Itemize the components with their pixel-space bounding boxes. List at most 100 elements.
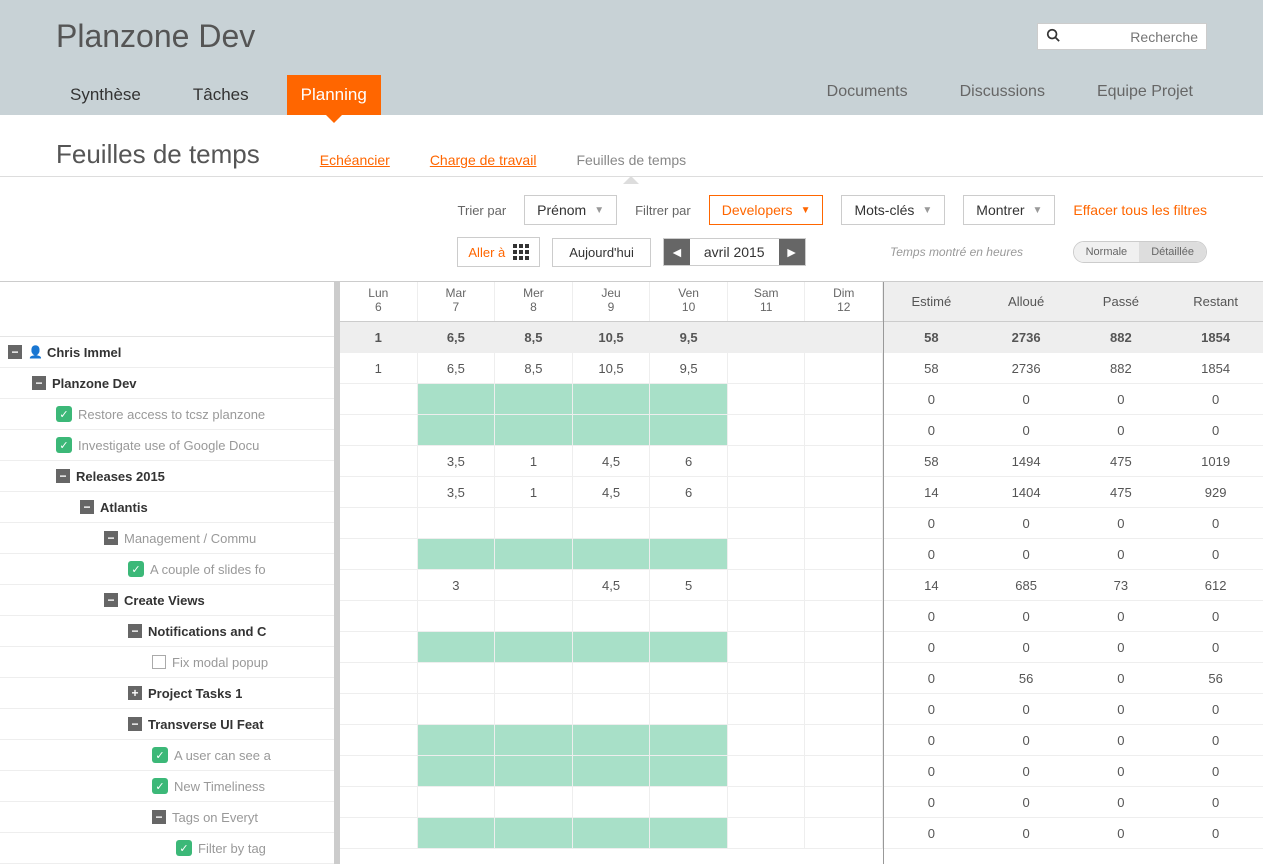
time-cell[interactable] xyxy=(340,756,418,786)
time-cell[interactable]: 4,5 xyxy=(573,446,651,476)
nav-documents[interactable]: Documents xyxy=(813,73,922,115)
time-cell[interactable] xyxy=(805,756,883,786)
tree-row[interactable]: −Management / Commu xyxy=(0,523,334,554)
time-cell[interactable] xyxy=(650,632,728,662)
time-cell[interactable]: 10,5 xyxy=(573,322,651,352)
nav-discussions[interactable]: Discussions xyxy=(946,73,1059,115)
time-cell[interactable] xyxy=(495,415,573,445)
time-cell[interactable] xyxy=(805,353,883,383)
time-cell[interactable] xyxy=(805,632,883,662)
time-cell[interactable] xyxy=(573,415,651,445)
time-cell[interactable] xyxy=(728,787,806,817)
search-input[interactable] xyxy=(1066,29,1198,45)
time-cell[interactable] xyxy=(495,508,573,538)
time-cell[interactable] xyxy=(418,384,496,414)
time-cell[interactable] xyxy=(728,508,806,538)
time-cell[interactable] xyxy=(650,756,728,786)
nav-planning[interactable]: Planning xyxy=(287,75,381,115)
tree-row[interactable]: −Transverse UI Feat xyxy=(0,709,334,740)
collapse-icon[interactable]: − xyxy=(104,593,118,607)
time-cell[interactable] xyxy=(728,818,806,848)
time-cell[interactable] xyxy=(728,756,806,786)
time-cell[interactable] xyxy=(340,818,418,848)
tree-row[interactable]: ✓Investigate use of Google Docu xyxy=(0,430,334,461)
time-cell[interactable] xyxy=(573,787,651,817)
time-cell[interactable] xyxy=(805,539,883,569)
sort-dropdown[interactable]: Prénom▼ xyxy=(524,195,617,225)
next-month-button[interactable]: ► xyxy=(779,239,805,265)
time-cell[interactable] xyxy=(495,632,573,662)
time-cell[interactable] xyxy=(728,415,806,445)
time-cell[interactable]: 8,5 xyxy=(495,322,573,352)
time-cell[interactable] xyxy=(805,477,883,507)
tree-row[interactable]: Fix modal popup xyxy=(0,647,334,678)
collapse-icon[interactable]: − xyxy=(152,810,166,824)
time-cell[interactable] xyxy=(573,632,651,662)
time-cell[interactable] xyxy=(418,601,496,631)
time-cell[interactable] xyxy=(728,694,806,724)
time-cell[interactable] xyxy=(805,787,883,817)
today-button[interactable]: Aujourd'hui xyxy=(552,238,651,267)
collapse-icon[interactable]: − xyxy=(8,345,22,359)
time-cell[interactable] xyxy=(805,322,883,352)
clear-filters-link[interactable]: Effacer tous les filtres xyxy=(1073,202,1207,218)
time-cell[interactable]: 8,5 xyxy=(495,353,573,383)
time-cell[interactable] xyxy=(418,632,496,662)
time-cell[interactable] xyxy=(573,818,651,848)
tree-row[interactable]: −Atlantis xyxy=(0,492,334,523)
time-cell[interactable] xyxy=(728,601,806,631)
time-cell[interactable]: 3,5 xyxy=(418,446,496,476)
time-cell[interactable] xyxy=(728,384,806,414)
view-detailed-button[interactable]: Détaillée xyxy=(1139,242,1206,262)
expand-icon[interactable]: + xyxy=(128,686,142,700)
time-cell[interactable] xyxy=(650,663,728,693)
time-cell[interactable] xyxy=(573,384,651,414)
time-cell[interactable] xyxy=(495,601,573,631)
time-cell[interactable]: 6,5 xyxy=(418,322,496,352)
keywords-dropdown[interactable]: Mots-clés▼ xyxy=(841,195,945,225)
time-cell[interactable]: 4,5 xyxy=(573,477,651,507)
time-cell[interactable] xyxy=(340,601,418,631)
time-cell[interactable] xyxy=(728,570,806,600)
filter-dropdown[interactable]: Developers▼ xyxy=(709,195,824,225)
subtab-echéancier[interactable]: Echéancier xyxy=(320,152,390,170)
collapse-icon[interactable]: − xyxy=(56,469,70,483)
tree-row[interactable]: ✓Restore access to tcsz planzone xyxy=(0,399,334,430)
time-cell[interactable] xyxy=(650,725,728,755)
time-cell[interactable] xyxy=(418,415,496,445)
time-cell[interactable] xyxy=(573,725,651,755)
prev-month-button[interactable]: ◄ xyxy=(664,239,690,265)
time-cell[interactable] xyxy=(805,601,883,631)
time-cell[interactable]: 1 xyxy=(340,322,418,352)
nav-synthèse[interactable]: Synthèse xyxy=(56,75,155,115)
time-cell[interactable] xyxy=(728,353,806,383)
time-cell[interactable]: 3 xyxy=(418,570,496,600)
time-cell[interactable] xyxy=(495,694,573,724)
time-cell[interactable] xyxy=(650,601,728,631)
tree-row[interactable]: −Tags on Everyt xyxy=(0,802,334,833)
collapse-icon[interactable]: − xyxy=(104,531,118,545)
time-cell[interactable] xyxy=(573,508,651,538)
time-cell[interactable] xyxy=(495,818,573,848)
time-cell[interactable]: 6 xyxy=(650,446,728,476)
tree-row[interactable]: −Create Views xyxy=(0,585,334,616)
time-cell[interactable] xyxy=(650,384,728,414)
time-cell[interactable] xyxy=(805,384,883,414)
tree-row[interactable]: ✓New Timeliness xyxy=(0,771,334,802)
time-cell[interactable] xyxy=(805,446,883,476)
time-cell[interactable] xyxy=(418,663,496,693)
time-cell[interactable] xyxy=(340,632,418,662)
tree-row[interactable]: −Planzone Dev xyxy=(0,368,334,399)
time-cell[interactable] xyxy=(340,477,418,507)
time-cell[interactable] xyxy=(495,539,573,569)
goto-button[interactable]: Aller à xyxy=(457,237,540,267)
time-cell[interactable] xyxy=(495,787,573,817)
time-cell[interactable] xyxy=(495,570,573,600)
view-normal-button[interactable]: Normale xyxy=(1074,242,1140,262)
collapse-icon[interactable]: − xyxy=(128,717,142,731)
time-cell[interactable] xyxy=(418,694,496,724)
time-cell[interactable] xyxy=(573,601,651,631)
time-cell[interactable] xyxy=(728,477,806,507)
tree-row[interactable]: ✓Filter by tag xyxy=(0,833,334,864)
time-cell[interactable] xyxy=(495,756,573,786)
